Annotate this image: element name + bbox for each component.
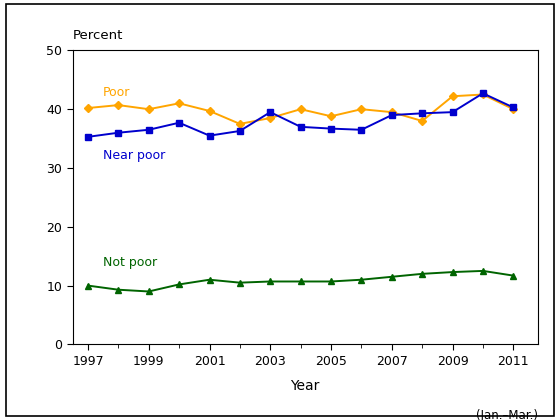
Not poor [479, 268, 486, 273]
Not poor [328, 279, 334, 284]
Line: Poor: Poor [85, 92, 516, 127]
Poor [449, 94, 456, 99]
Text: Poor: Poor [103, 86, 130, 99]
Line: Near poor: Near poor [85, 90, 516, 140]
Not poor [297, 279, 304, 284]
Not poor [449, 270, 456, 275]
Poor [419, 118, 426, 123]
X-axis label: Year: Year [291, 379, 320, 393]
Near poor [176, 120, 183, 125]
Poor [85, 105, 91, 110]
Near poor [236, 129, 243, 134]
Text: (Jan.–Mar.): (Jan.–Mar.) [475, 409, 538, 420]
Poor [176, 101, 183, 106]
Not poor [510, 273, 517, 278]
Poor [358, 107, 365, 112]
Poor [510, 107, 517, 112]
Not poor [206, 277, 213, 282]
Near poor [267, 110, 274, 115]
Not poor [176, 282, 183, 287]
Poor [389, 110, 395, 115]
Poor [236, 121, 243, 126]
Poor [146, 107, 152, 112]
Poor [206, 108, 213, 113]
Near poor [358, 127, 365, 132]
Text: Percent: Percent [73, 29, 123, 42]
Not poor [358, 277, 365, 282]
Poor [479, 92, 486, 97]
Not poor [236, 280, 243, 285]
Near poor [297, 124, 304, 129]
Near poor [419, 111, 426, 116]
Near poor [510, 105, 517, 110]
Near poor [449, 110, 456, 115]
Near poor [146, 127, 152, 132]
Poor [267, 116, 274, 121]
Not poor [85, 283, 91, 288]
Near poor [389, 113, 395, 118]
Line: Not poor: Not poor [85, 268, 516, 294]
Text: Not poor: Not poor [103, 256, 157, 269]
Poor [328, 114, 334, 119]
Near poor [206, 133, 213, 138]
Not poor [146, 289, 152, 294]
Near poor [328, 126, 334, 131]
Text: Near poor: Near poor [103, 149, 165, 162]
Not poor [389, 274, 395, 279]
Not poor [267, 279, 274, 284]
Not poor [115, 287, 122, 292]
Near poor [479, 91, 486, 96]
Near poor [115, 130, 122, 135]
Near poor [85, 134, 91, 139]
Not poor [419, 271, 426, 276]
Poor [297, 107, 304, 112]
Poor [115, 102, 122, 108]
